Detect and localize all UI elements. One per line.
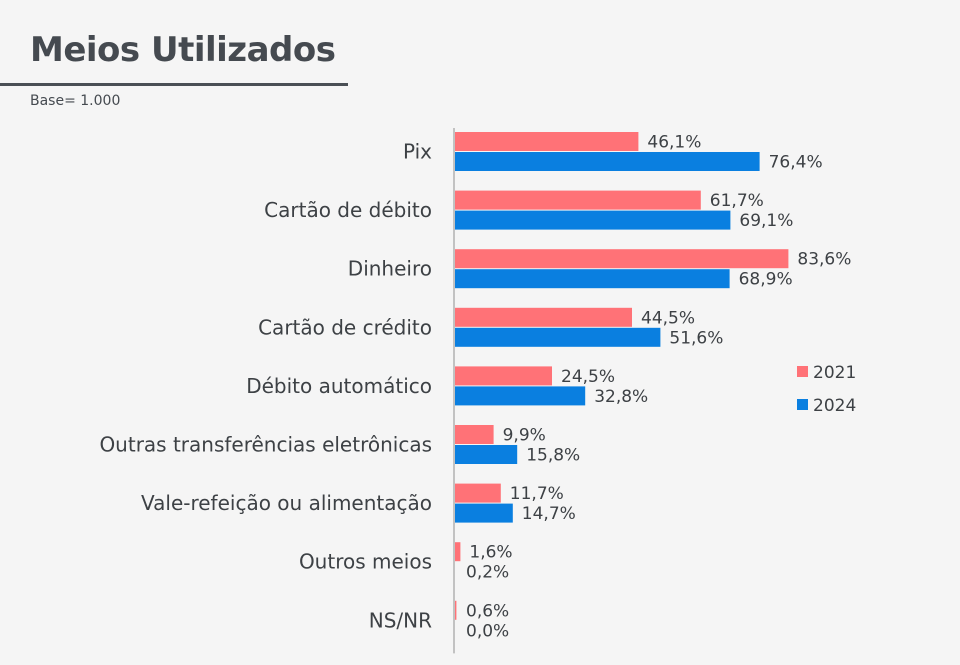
- value-label-2024-outras-transferencias-eletronicas: 15,8%: [526, 446, 580, 466]
- bar-2021-cartao-de-credito: [454, 307, 632, 327]
- category-label-outros-meios: Outros meios: [299, 550, 432, 574]
- bar-2021-cartao-de-debito: [454, 190, 701, 210]
- chart-title: Meios Utilizados: [30, 30, 336, 70]
- base-note: Base= 1.000: [30, 93, 121, 109]
- bar-2021-vale-refeicao-ou-alimentacao: [454, 483, 501, 503]
- value-label-2024-pix: 76,4%: [769, 153, 823, 173]
- value-label-2021-dinheiro: 83,6%: [797, 250, 851, 270]
- bar-2021-dinheiro: [454, 249, 789, 269]
- value-label-2021-outras-transferencias-eletronicas: 9,9%: [503, 426, 546, 446]
- value-label-2021-cartao-de-credito: 44,5%: [641, 308, 695, 328]
- bar-2024-cartao-de-credito: [454, 327, 661, 347]
- bar-2021-outros-meios: [454, 542, 461, 562]
- category-label-cartao-de-credito: Cartão de crédito: [258, 315, 432, 339]
- value-label-2021-ns-nr: 0,6%: [466, 601, 509, 621]
- legend-label-2021: 2021: [813, 363, 856, 383]
- legend-label-2024: 2024: [813, 396, 856, 416]
- bar-2024-outras-transferencias-eletronicas: [454, 445, 518, 464]
- value-label-2024-ns-nr: 0,0%: [466, 621, 509, 641]
- bar-2024-pix: [454, 152, 760, 171]
- bar-2024-debito-automatico: [454, 386, 586, 406]
- bars: [454, 132, 789, 620]
- title-underline: [0, 83, 348, 86]
- category-label-vale-refeicao-ou-alimentacao: Vale-refeição ou alimentação: [141, 491, 432, 515]
- category-label-pix: Pix: [403, 140, 432, 164]
- value-label-2021-pix: 46,1%: [647, 133, 701, 153]
- value-label-2024-dinheiro: 68,9%: [739, 270, 793, 290]
- category-label-cartao-de-debito: Cartão de débito: [264, 198, 432, 222]
- value-label-2024-cartao-de-debito: 69,1%: [739, 211, 793, 231]
- value-labels: 46,1% 76,4%61,7%69,1%83,6%68,9% 44,5%51,6%…: [466, 133, 851, 642]
- value-label-2024-cartao-de-credito: 51,6%: [669, 328, 723, 348]
- value-label-2021-debito-automatico: 24,5%: [561, 367, 615, 387]
- value-label-2024-vale-refeicao-ou-alimentacao: 14,7%: [522, 504, 576, 524]
- value-label-2024-debito-automatico: 32,8%: [594, 387, 648, 407]
- legend-swatch-2021: [797, 366, 808, 377]
- bar-2021-pix: [454, 132, 639, 151]
- value-label-2021-cartao-de-debito: 61,7%: [710, 191, 764, 211]
- category-label-ns-nr: NS/NR: [369, 608, 432, 632]
- bar-2024-dinheiro: [454, 269, 730, 289]
- legend-swatch-2024: [797, 399, 808, 410]
- bar-2021-debito-automatico: [454, 366, 552, 386]
- bar-2021-ns-nr: [454, 600, 457, 620]
- bar-2024-vale-refeicao-ou-alimentacao: [454, 503, 513, 523]
- category-label-dinheiro: Dinheiro: [348, 257, 432, 281]
- legend: 2021 2024: [797, 363, 856, 416]
- category-label-outras-transferencias-eletronicas: Outras transferências eletrônicas: [99, 433, 432, 457]
- category-label-debito-automatico: Débito automático: [246, 374, 432, 398]
- value-label-2021-vale-refeicao-ou-alimentacao: 11,7%: [510, 484, 564, 504]
- value-label-2024-outros-meios: 0,2%: [466, 563, 509, 583]
- bar-2024-cartao-de-debito: [454, 210, 731, 230]
- category-labels: Pix Cartão de débito Dinheiro Cartão de cré…: [99, 140, 432, 633]
- bar-2021-outras-transferencias-eletronicas: [454, 425, 494, 444]
- value-label-2021-outros-meios: 1,6%: [469, 543, 512, 563]
